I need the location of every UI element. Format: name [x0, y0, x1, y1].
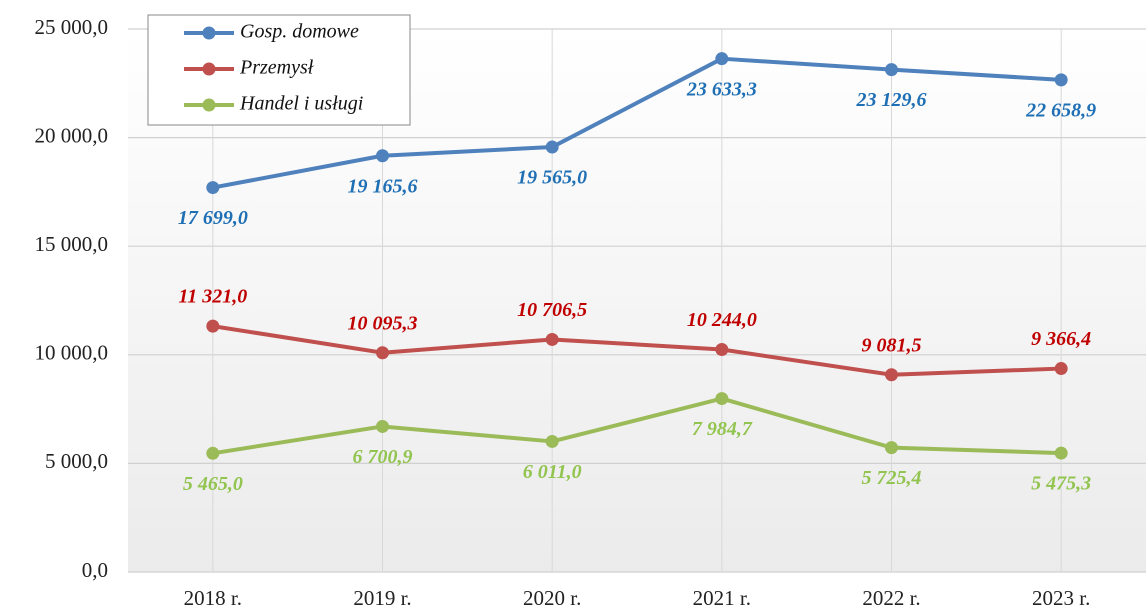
y-tick-label: 25 000,0 [35, 15, 109, 39]
x-tick-label: 2020 r. [523, 586, 581, 610]
x-tick-label: 2023 r. [1032, 586, 1090, 610]
data-label: 10 244,0 [687, 309, 757, 331]
data-point [376, 419, 389, 433]
data-point [376, 346, 389, 360]
legend-label: Handel i usługi [239, 93, 363, 115]
x-tick-label: 2022 r. [862, 586, 920, 610]
data-point [885, 63, 898, 77]
data-point [545, 434, 559, 448]
legend-marker [202, 62, 216, 76]
data-point [715, 52, 729, 66]
data-label: 6 700,9 [353, 446, 413, 468]
y-tick-label: 0,0 [82, 558, 108, 582]
x-tick-label: 2019 r. [353, 586, 411, 610]
data-label: 19 165,6 [348, 175, 418, 197]
data-label: 7 984,7 [692, 418, 753, 440]
data-point [885, 368, 898, 382]
data-label: 5 475,3 [1031, 473, 1091, 495]
data-label: 22 658,9 [1025, 99, 1096, 121]
series-line [212, 324, 1062, 377]
x-tick-label: 2018 r. [184, 586, 242, 610]
data-label: 23 129,6 [856, 89, 927, 111]
series-line [212, 396, 1062, 456]
data-label: 9 081,5 [862, 334, 922, 356]
data-point [1054, 446, 1068, 460]
data-label: 6 011,0 [523, 461, 582, 483]
data-point [545, 332, 559, 346]
data-point [206, 181, 220, 195]
y-tick-label: 10 000,0 [35, 341, 109, 365]
x-tick-label: 2021 r. [693, 586, 751, 610]
data-label: 5 725,4 [862, 467, 922, 489]
data-point [885, 441, 898, 455]
data-point [376, 149, 389, 163]
data-point [715, 343, 729, 357]
data-point [1054, 73, 1068, 87]
series-line [212, 56, 1062, 190]
data-label: 10 095,3 [348, 312, 418, 334]
y-tick-label: 5 000,0 [45, 449, 108, 473]
data-label: 5 465,0 [183, 473, 243, 495]
data-label: 23 633,3 [686, 78, 757, 100]
data-label: 17 699,0 [178, 207, 248, 229]
data-label: 11 321,0 [178, 286, 247, 308]
legend-label: Przemysł [239, 57, 314, 79]
data-label: 9 366,4 [1031, 328, 1091, 350]
data-point [206, 446, 220, 460]
legend-marker [202, 26, 216, 40]
legend-label: Gosp. domowe [240, 21, 359, 43]
data-point [1054, 362, 1068, 376]
legend-marker [202, 98, 216, 112]
y-tick-label: 20 000,0 [35, 123, 109, 147]
data-point [715, 392, 729, 406]
y-tick-label: 15 000,0 [35, 232, 109, 256]
data-label: 19 565,0 [517, 167, 587, 189]
data-point [545, 140, 559, 154]
data-point [206, 319, 220, 333]
data-label: 10 706,5 [517, 299, 587, 321]
